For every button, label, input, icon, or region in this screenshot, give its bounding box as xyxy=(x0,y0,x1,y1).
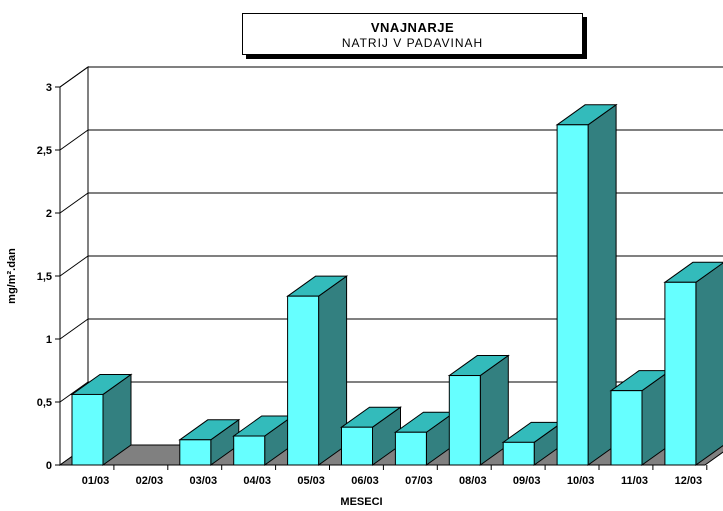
y-tick-label: 0 xyxy=(46,460,52,472)
x-tick-label: 11/03 xyxy=(621,475,648,487)
bar xyxy=(233,435,266,466)
x-tick-label: 03/03 xyxy=(190,475,218,487)
x-tick-label: 10/03 xyxy=(567,475,595,487)
bar-side xyxy=(695,262,723,466)
y-axis-label: mg/m².dan xyxy=(6,248,18,304)
bar xyxy=(71,393,104,466)
x-tick-label: 01/03 xyxy=(82,475,110,487)
y-tick-label: 0,5 xyxy=(37,397,52,409)
bar xyxy=(341,426,373,466)
bar xyxy=(556,124,589,466)
x-axis-label: MESECI xyxy=(340,496,383,508)
gridline-side xyxy=(59,66,89,88)
y-tick-label: 1,5 xyxy=(37,271,52,283)
gridline-side xyxy=(59,318,89,340)
x-tick-label: 04/03 xyxy=(243,475,271,487)
x-tick-label: 09/03 xyxy=(513,475,541,487)
gridline-side xyxy=(59,255,89,277)
bar xyxy=(610,390,643,466)
x-tick-label: 07/03 xyxy=(405,475,433,487)
gridline-side xyxy=(59,381,89,403)
x-tick-label: 06/03 xyxy=(351,475,379,487)
y-tick-label: 1 xyxy=(46,334,52,346)
y-tick-label: 2 xyxy=(46,208,52,220)
x-tick-label: 02/03 xyxy=(136,475,164,487)
x-tick-label: 05/03 xyxy=(297,475,325,487)
chart-subtitle: NATRIJ V PADAVINAH xyxy=(341,36,484,50)
bar xyxy=(448,375,481,466)
x-tick-label: 12/03 xyxy=(675,475,703,487)
y-tick-label: 2,5 xyxy=(37,145,52,157)
gridline-side xyxy=(59,129,89,151)
bar xyxy=(394,431,427,466)
chart-title-box: VNAJNARJE NATRIJ V PADAVINAH xyxy=(242,13,583,55)
bar xyxy=(502,441,535,466)
bar xyxy=(287,295,320,466)
bar xyxy=(664,281,697,466)
x-tick-label: 08/03 xyxy=(459,475,487,487)
y-tick-label: 3 xyxy=(46,82,52,94)
gridline-side xyxy=(59,192,89,214)
bar xyxy=(179,439,212,466)
chart-title: VNAJNARJE xyxy=(370,20,455,35)
